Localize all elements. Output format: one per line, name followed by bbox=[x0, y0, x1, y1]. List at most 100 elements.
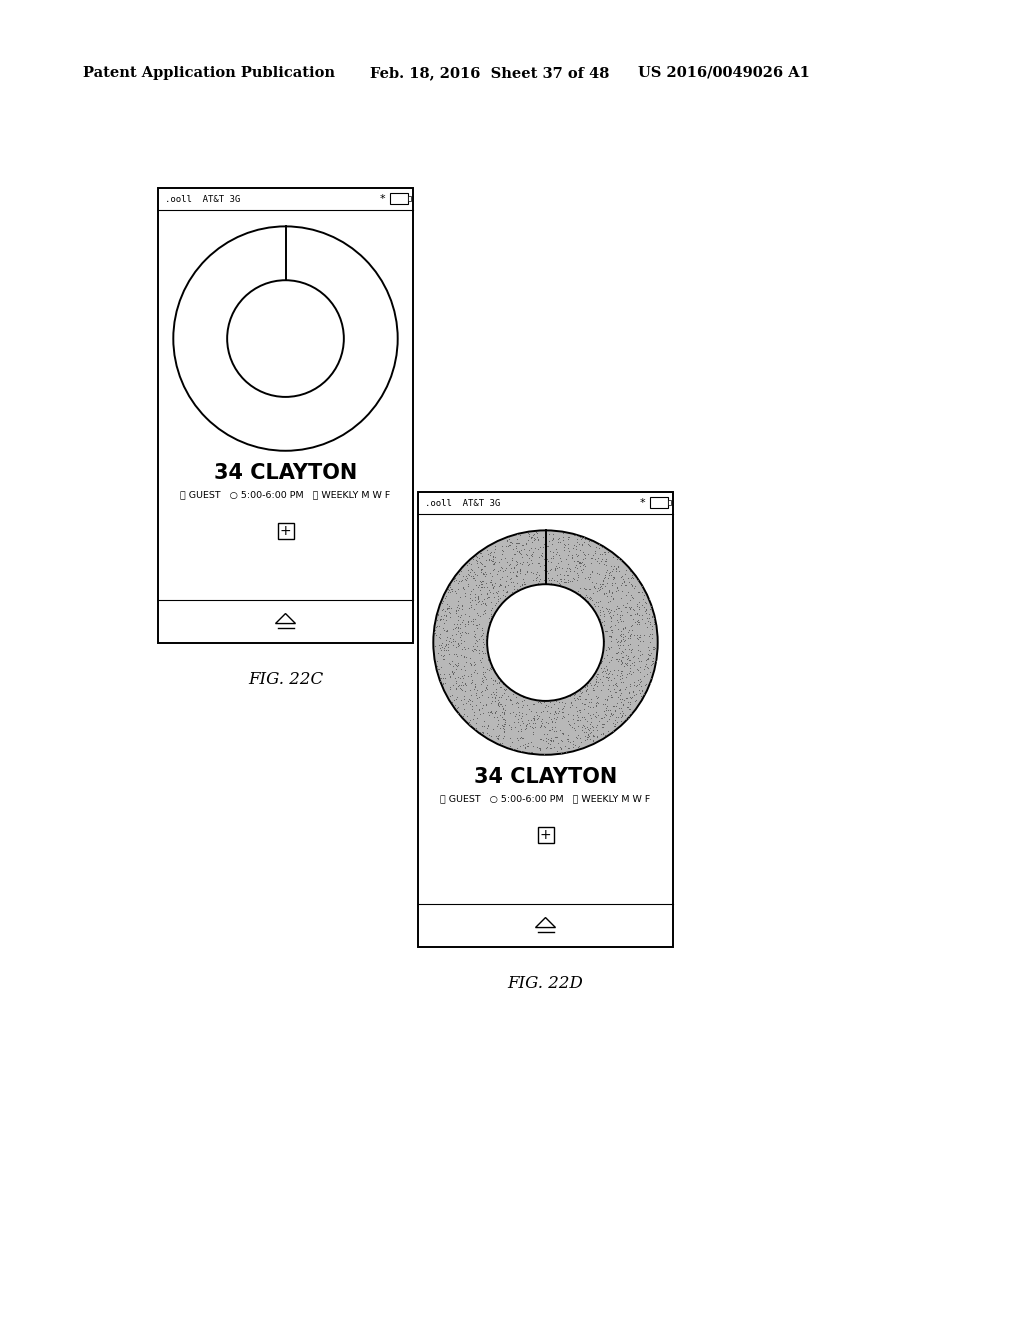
Point bbox=[630, 628, 646, 649]
Point bbox=[538, 717, 554, 738]
Point bbox=[601, 651, 617, 672]
Point bbox=[542, 540, 558, 561]
Point bbox=[466, 701, 482, 722]
Point bbox=[478, 587, 495, 609]
Point bbox=[577, 718, 593, 739]
Point bbox=[462, 594, 478, 615]
Point bbox=[552, 737, 568, 758]
Point bbox=[571, 685, 588, 706]
Point bbox=[591, 552, 607, 573]
Point bbox=[567, 726, 584, 747]
Point bbox=[628, 682, 644, 704]
Point bbox=[496, 718, 512, 739]
Point bbox=[471, 574, 487, 595]
Point bbox=[438, 630, 455, 651]
Point bbox=[509, 729, 525, 750]
Point bbox=[596, 582, 612, 603]
Point bbox=[468, 694, 484, 715]
Point bbox=[549, 565, 565, 586]
Point bbox=[463, 558, 479, 579]
Point bbox=[490, 671, 507, 692]
Point bbox=[492, 705, 508, 726]
Point bbox=[470, 586, 486, 607]
Point bbox=[456, 665, 472, 686]
Point bbox=[480, 648, 497, 669]
Point bbox=[596, 657, 612, 678]
Point bbox=[512, 714, 528, 735]
Text: 34 CLAYTON: 34 CLAYTON bbox=[214, 463, 357, 483]
Point bbox=[513, 697, 529, 718]
Point bbox=[482, 607, 499, 628]
Point bbox=[603, 686, 620, 708]
Point bbox=[486, 541, 503, 562]
Point bbox=[477, 593, 494, 614]
Point bbox=[560, 725, 577, 746]
Point bbox=[556, 568, 572, 589]
Point bbox=[465, 566, 481, 587]
Point bbox=[456, 578, 472, 599]
Point bbox=[484, 681, 501, 702]
Point bbox=[481, 545, 498, 566]
Point bbox=[627, 690, 643, 711]
Point bbox=[462, 689, 478, 710]
Point bbox=[441, 652, 458, 673]
Point bbox=[478, 572, 495, 593]
Point bbox=[481, 549, 498, 570]
Point bbox=[521, 713, 538, 734]
Point bbox=[461, 689, 477, 710]
Point bbox=[610, 651, 627, 672]
Point bbox=[569, 705, 586, 726]
Point bbox=[523, 532, 540, 553]
Point bbox=[608, 642, 625, 663]
Point bbox=[444, 663, 461, 684]
Point bbox=[444, 661, 461, 682]
Point bbox=[583, 531, 599, 552]
Point bbox=[435, 644, 452, 665]
Point bbox=[508, 692, 524, 713]
Point bbox=[586, 678, 602, 700]
Point bbox=[605, 696, 622, 717]
Point bbox=[642, 632, 658, 653]
Point bbox=[467, 653, 483, 675]
Point bbox=[564, 737, 581, 758]
Point bbox=[432, 610, 449, 631]
Point bbox=[478, 540, 495, 561]
Point bbox=[569, 689, 586, 710]
Point bbox=[602, 602, 618, 623]
Point bbox=[493, 671, 509, 692]
Point bbox=[612, 649, 629, 671]
Point bbox=[615, 569, 632, 590]
Point bbox=[463, 566, 479, 587]
Point bbox=[476, 667, 493, 688]
Point bbox=[526, 528, 543, 549]
Point bbox=[561, 738, 578, 759]
Point bbox=[509, 693, 525, 714]
Point bbox=[528, 562, 545, 583]
Point bbox=[611, 680, 628, 701]
Point bbox=[497, 576, 513, 597]
Point bbox=[484, 673, 501, 694]
Point bbox=[551, 528, 567, 549]
Point bbox=[486, 535, 503, 556]
Point bbox=[561, 558, 578, 579]
Point bbox=[620, 622, 636, 643]
Point bbox=[469, 631, 485, 652]
Point bbox=[426, 622, 442, 643]
Point bbox=[646, 639, 663, 660]
Point bbox=[545, 528, 561, 549]
Point bbox=[469, 605, 485, 626]
Point bbox=[473, 561, 489, 582]
Point bbox=[626, 685, 642, 706]
Point bbox=[558, 572, 574, 593]
Point bbox=[451, 616, 467, 638]
Point bbox=[599, 689, 615, 710]
Point bbox=[455, 566, 471, 587]
Point bbox=[514, 546, 530, 568]
Point bbox=[568, 545, 585, 566]
Point bbox=[540, 550, 556, 572]
Point bbox=[479, 624, 496, 645]
Point bbox=[440, 644, 457, 665]
Point bbox=[492, 569, 508, 590]
Point bbox=[516, 564, 532, 585]
Point bbox=[623, 690, 639, 711]
